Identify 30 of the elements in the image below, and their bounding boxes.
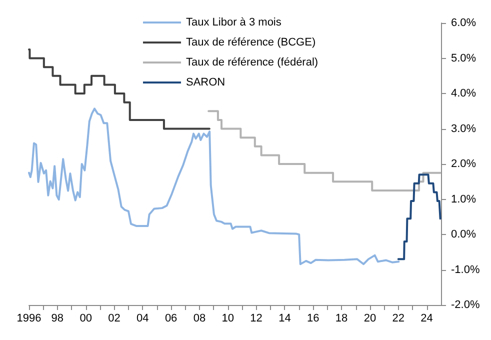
x-tick-label: 04	[136, 312, 149, 324]
x-tick-label: 1996	[16, 312, 42, 324]
x-tick-label: 22	[392, 312, 405, 324]
legend-label: Taux Libor à 3 mois	[186, 16, 282, 28]
x-tick-label: 18	[335, 312, 348, 324]
legend-label: Taux de référence (BCGE)	[186, 36, 316, 48]
legend-label: Taux de référence (fédéral)	[186, 56, 318, 68]
y-tick-label: 3.0%	[451, 122, 476, 135]
x-tick-label: 02	[108, 312, 120, 324]
x-tick-label: 98	[51, 312, 64, 324]
x-tick-label: 00	[80, 312, 92, 324]
line-series	[397, 174, 442, 260]
y-tick-label: 0.0%	[451, 228, 476, 240]
y-tick-label: 1.0%	[451, 193, 476, 206]
y-tick-label: 2.0%	[451, 158, 476, 170]
x-tick-label: 16	[307, 312, 320, 324]
y-tick-label: 4.0%	[451, 88, 476, 100]
x-tick-label: 08	[193, 312, 206, 324]
y-tick-label: -2.0%	[451, 299, 480, 311]
x-tick-label: 10	[222, 312, 234, 324]
x-tick-label: 06	[164, 312, 178, 324]
x-tick-label: 24	[420, 312, 433, 324]
legend-label: SARON	[186, 76, 226, 88]
x-tick-label: 12	[250, 312, 262, 324]
y-tick-label: 5.0%	[451, 52, 476, 64]
x-tick-label: 20	[364, 312, 376, 324]
y-tick-label: -1.0%	[451, 264, 480, 276]
x-tick-label: 14	[278, 312, 291, 324]
line-series	[28, 108, 400, 266]
y-tick-label: 6.0%	[451, 17, 476, 29]
